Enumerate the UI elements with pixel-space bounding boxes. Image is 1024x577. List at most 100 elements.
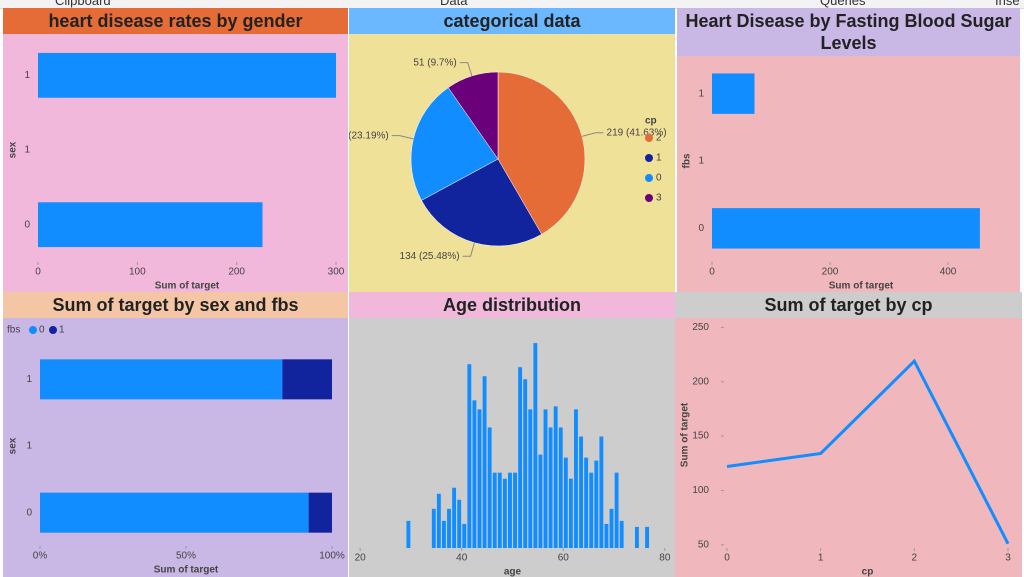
histogram-bar [568, 478, 573, 548]
y-axis-title: sex [8, 141, 19, 158]
legend-label: 3 [656, 193, 662, 204]
pie-slice [410, 87, 499, 201]
legend-label: 0 [39, 325, 45, 336]
x-axis-title: Sum of target [155, 281, 220, 292]
x-tick-label: 1 [818, 553, 824, 564]
histogram-bar [634, 526, 639, 548]
histogram-bar [462, 523, 467, 548]
histogram-bar [604, 523, 609, 548]
data-label: 122 (23.19%) [349, 130, 389, 141]
histogram-bar [436, 493, 441, 548]
legend-label: 2 [656, 133, 662, 144]
histogram-bar [543, 409, 548, 548]
legend-marker [645, 154, 653, 162]
ribbon-group[interactable]: Queries [820, 0, 866, 8]
ribbon-group[interactable]: Inse [995, 0, 1020, 8]
histogram-bar [563, 457, 568, 548]
histogram-bar [513, 472, 517, 548]
histogram-bar [467, 364, 472, 548]
y-tick-label: 250 [692, 322, 709, 333]
histogram-bar [528, 409, 533, 548]
visual[interactable]: Heart Disease by Fasting Blood Sugar Lev… [677, 8, 1020, 292]
ribbon-group[interactable]: Data [440, 0, 468, 8]
data-label: 51 (9.7%) [413, 57, 456, 68]
visual[interactable]: Age distribution 20 40 60 80 age [349, 292, 675, 577]
leader-line [581, 132, 604, 137]
visual[interactable]: Sum of target by cp 0 1 2 3 cp Sum of target 50… [675, 292, 1022, 577]
histogram-bar [502, 478, 507, 548]
y-tick-label: 1 [24, 70, 30, 81]
histogram-bar [457, 499, 462, 548]
bar [712, 208, 980, 249]
line-series [726, 358, 1010, 545]
x-tick-label: 0% [33, 551, 48, 562]
data-label: 134 (25.48%) [400, 251, 460, 262]
bar [38, 52, 336, 98]
visual[interactable]: Sum of target by sex and fbs 1 1 0 0% 50% 100%… [3, 292, 348, 577]
visual-body: 20 40 60 80 age [355, 343, 671, 577]
histogram-bar [442, 520, 446, 548]
x-axis-title: age [504, 567, 522, 577]
histogram-bar [584, 457, 589, 548]
legend-title: fbs [7, 325, 20, 336]
ribbon-group[interactable]: Clipboard [55, 0, 111, 8]
bar-segment [40, 359, 283, 400]
x-tick-label: 50% [176, 551, 196, 562]
y-tick-label: 0 [24, 219, 30, 230]
x-tick-label: 200 [822, 267, 839, 278]
bar [712, 73, 755, 114]
y-tick-label: 1 [698, 156, 704, 167]
histogram-bar [594, 460, 599, 548]
x-tick-label: 40 [456, 553, 468, 564]
y-tick-label: 0 [698, 223, 704, 234]
x-axis-title: Sum of target [829, 281, 894, 292]
x-tick-label: 400 [940, 267, 957, 278]
x-tick-label: 0 [724, 553, 730, 564]
histogram-bar [492, 472, 497, 548]
y-tick-label: 0 [26, 507, 32, 518]
visual[interactable]: heart disease rates by gender 1 1 0 0 100 200 3… [3, 8, 348, 292]
y-tick-label: 1 [24, 145, 30, 156]
histogram-bar [548, 427, 553, 548]
histogram-bar [497, 472, 502, 548]
bar [38, 202, 263, 248]
histogram-bar [558, 427, 563, 548]
histogram-bar [589, 472, 594, 548]
leader-line [391, 135, 414, 140]
visual-title: Sum of target by sex and fbs [3, 292, 348, 318]
visual-title: Age distribution [349, 292, 675, 318]
x-tick-label: 100 [129, 267, 146, 278]
histogram-bar [447, 508, 451, 548]
x-tick-label: 0 [35, 267, 41, 278]
data-label: 219 (41.63%) [607, 127, 667, 138]
histogram-bar [452, 487, 457, 548]
legend-label: 1 [59, 325, 65, 336]
visual-body: 219 (41.63%) 134 (25.48%) 122 (23.19%) 51 (… [349, 57, 667, 262]
legend-marker [645, 174, 653, 182]
y-axis-title: Sum of target [680, 402, 691, 467]
legend-marker [49, 326, 57, 334]
leader-line [462, 242, 475, 257]
histogram-bar [619, 520, 624, 548]
leader-line [459, 62, 473, 77]
histogram-bar [553, 406, 558, 548]
y-axis-title: sex [8, 437, 19, 454]
histogram-bar [518, 367, 523, 548]
y-axis-title: fbs [682, 153, 693, 168]
legend-marker [29, 326, 37, 334]
legend-marker [645, 194, 653, 202]
bar-segment [282, 359, 332, 400]
histogram-bar [533, 343, 538, 548]
visual-title: categorical data [349, 8, 675, 34]
x-tick-label: 100% [319, 551, 345, 562]
histogram-bar [477, 409, 482, 548]
histogram-bar [523, 379, 528, 548]
x-tick-label: 60 [558, 553, 570, 564]
y-tick-label: 200 [692, 376, 709, 387]
x-tick-label: 0 [709, 267, 715, 278]
visual-title: Sum of target by cp [675, 292, 1022, 318]
pie-slice [421, 158, 542, 247]
histogram-bar [609, 508, 614, 548]
visual[interactable]: categorical data 219 (41.63%) 134 (25.48%)… [349, 8, 675, 292]
